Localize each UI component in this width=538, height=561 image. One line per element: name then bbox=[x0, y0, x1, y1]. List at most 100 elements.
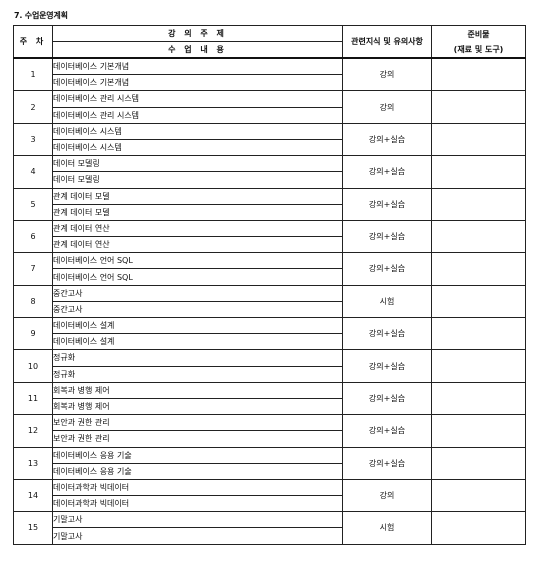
week-number: 6 bbox=[13, 219, 53, 254]
header-content: 수 업 내 용 bbox=[52, 41, 343, 59]
week-method: 강의+실습 bbox=[342, 122, 432, 157]
week-prep bbox=[431, 478, 526, 513]
week-content: 데이터베이스 관리 시스템 bbox=[52, 106, 343, 124]
week-topic: 데이터베이스 시스템 bbox=[52, 122, 343, 140]
week-topic: 보안과 권한 관리 bbox=[52, 414, 343, 432]
week-method: 강의+실습 bbox=[342, 349, 432, 383]
week-topic: 데이터베이스 설계 bbox=[52, 316, 343, 335]
week-content: 데이터과학과 빅데이터 bbox=[52, 495, 343, 513]
table-row-week-9: 9 데이터베이스 설계 강의+실습 bbox=[13, 316, 526, 351]
week-prep bbox=[431, 284, 526, 319]
table-row-week-12: 12 보안과 권한 관리 강의+실습 bbox=[13, 414, 526, 448]
table-row-week-7: 7 데이터베이스 언어 SQL 강의+실습 bbox=[13, 252, 526, 286]
week-content: 관계 데이터 모델 bbox=[52, 203, 343, 221]
week-topic: 관계 데이터 모델 bbox=[52, 187, 343, 205]
table-row-week-2: 2 데이터베이스 관리 시스템 강의 bbox=[13, 90, 526, 124]
table-row-week-4: 4 데이터 모델링 강의+실습 bbox=[13, 155, 526, 189]
week-number: 8 bbox=[13, 284, 53, 319]
week-content: 기말고사 bbox=[52, 527, 343, 545]
week-number: 1 bbox=[13, 57, 53, 92]
table-row-week-10: 10 정규화 강의+실습 bbox=[13, 349, 526, 383]
week-prep bbox=[431, 414, 526, 448]
header-prep: 준비물 (재료 및 도구) bbox=[431, 25, 526, 59]
week-number: 10 bbox=[13, 349, 53, 383]
week-content: 중간고사 bbox=[52, 300, 343, 319]
week-prep bbox=[431, 90, 526, 124]
week-topic: 데이터베이스 응용 기술 bbox=[52, 446, 343, 464]
week-number: 12 bbox=[13, 414, 53, 448]
week-method: 강의 bbox=[342, 478, 432, 513]
header-method: 관련지식 및 유의사항 bbox=[342, 25, 432, 59]
week-method: 시험 bbox=[342, 284, 432, 319]
week-topic: 데이터과학과 빅데이터 bbox=[52, 478, 343, 497]
week-number: 14 bbox=[13, 478, 53, 513]
week-prep bbox=[431, 122, 526, 157]
week-method: 시험 bbox=[342, 511, 432, 545]
header-week: 주 차 bbox=[13, 25, 53, 59]
table-row-week-13: 13 데이터베이스 응용 기술 강의+실습 bbox=[13, 446, 526, 480]
week-number: 15 bbox=[13, 511, 53, 545]
week-number: 3 bbox=[13, 122, 53, 157]
week-topic: 관계 데이터 연산 bbox=[52, 219, 343, 238]
table-row-week-11: 11 회복과 병행 제어 강의+실습 bbox=[13, 381, 526, 416]
week-topic: 중간고사 bbox=[52, 284, 343, 302]
header-prep-line2: (재료 및 도구) bbox=[453, 44, 504, 54]
table-row-week-5: 5 관계 데이터 모델 강의+실습 bbox=[13, 187, 526, 221]
table-header: 주 차 강 의 주 제 관련지식 및 유의사항 준비물 (재료 및 도구) 수 … bbox=[13, 25, 526, 59]
header-topic: 강 의 주 제 bbox=[52, 25, 343, 42]
week-number: 13 bbox=[13, 446, 53, 480]
week-content: 데이터베이스 시스템 bbox=[52, 138, 343, 157]
week-number: 5 bbox=[13, 187, 53, 221]
week-number: 7 bbox=[13, 252, 53, 286]
week-topic: 정규화 bbox=[52, 349, 343, 367]
week-prep bbox=[431, 316, 526, 351]
week-content: 회복과 병행 제어 bbox=[52, 397, 343, 416]
week-content: 데이터베이스 설계 bbox=[52, 333, 343, 351]
course-plan-table: 주 차 강 의 주 제 관련지식 및 유의사항 준비물 (재료 및 도구) 수 … bbox=[13, 25, 526, 545]
week-method: 강의+실습 bbox=[342, 155, 432, 189]
week-number: 9 bbox=[13, 316, 53, 351]
table-row-week-3: 3 데이터베이스 시스템 강의+실습 bbox=[13, 122, 526, 157]
week-method: 강의+실습 bbox=[342, 414, 432, 448]
week-method: 강의 bbox=[342, 57, 432, 92]
week-content: 데이터베이스 언어 SQL bbox=[52, 268, 343, 286]
week-method: 강의+실습 bbox=[342, 446, 432, 480]
week-prep bbox=[431, 155, 526, 189]
week-topic: 기말고사 bbox=[52, 511, 343, 529]
week-prep bbox=[431, 446, 526, 480]
week-number: 2 bbox=[13, 90, 53, 124]
week-method: 강의+실습 bbox=[342, 316, 432, 351]
section-title: 7. 수업운영계획 bbox=[14, 11, 68, 20]
table-row-content-15: 기말고사 bbox=[14, 527, 526, 545]
week-content: 데이터베이스 응용 기술 bbox=[52, 462, 343, 480]
week-prep bbox=[431, 511, 526, 545]
week-prep bbox=[431, 187, 526, 221]
week-method: 강의+실습 bbox=[342, 219, 432, 254]
week-method: 강의+실습 bbox=[342, 252, 432, 286]
week-method: 강의+실습 bbox=[342, 381, 432, 416]
table-row-week-14: 14 데이터과학과 빅데이터 강의 bbox=[13, 478, 526, 513]
week-content: 데이터 모델링 bbox=[52, 171, 343, 189]
week-prep bbox=[431, 381, 526, 416]
week-prep bbox=[431, 219, 526, 254]
week-prep bbox=[431, 57, 526, 92]
week-method: 강의 bbox=[342, 90, 432, 124]
week-content: 관계 데이터 연산 bbox=[52, 236, 343, 254]
week-content: 보안과 권한 관리 bbox=[52, 430, 343, 448]
week-content: 데이터베이스 기본개념 bbox=[52, 74, 343, 92]
week-topic: 데이터베이스 관리 시스템 bbox=[52, 90, 343, 108]
week-prep bbox=[431, 252, 526, 286]
week-number: 4 bbox=[13, 155, 53, 189]
table-body: 1 데이터베이스 기본개념 강의 데이터베이스 기본개념 2 데이터베이스 관리 시스템 강… bbox=[13, 57, 526, 545]
week-topic: 데이터 모델링 bbox=[52, 155, 343, 173]
week-content: 정규화 bbox=[52, 365, 343, 383]
week-number: 11 bbox=[13, 381, 53, 416]
table-row-week-15: 15 기말고사 시험 bbox=[13, 511, 526, 545]
week-topic: 회복과 병행 제어 bbox=[52, 381, 343, 399]
week-topic: 데이터베이스 기본개념 bbox=[52, 57, 343, 76]
table-row-week-6: 6 관계 데이터 연산 강의+실습 bbox=[13, 219, 526, 254]
table-row-week-8: 8 중간고사 시험 bbox=[13, 284, 526, 319]
week-topic: 데이터베이스 언어 SQL bbox=[52, 252, 343, 270]
week-prep bbox=[431, 349, 526, 383]
header-prep-line1: 준비물 bbox=[467, 29, 490, 39]
